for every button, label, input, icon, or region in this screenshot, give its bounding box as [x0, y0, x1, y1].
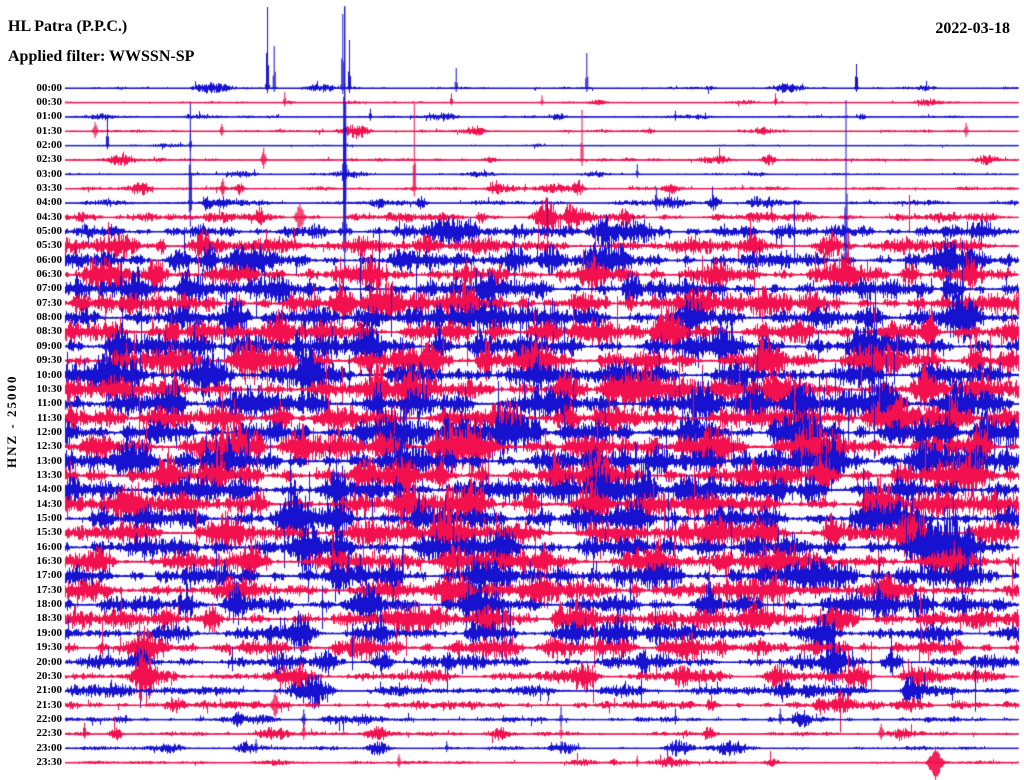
time-label: 13:30 [36, 468, 62, 481]
time-label: 17:30 [36, 583, 62, 596]
time-label: 19:00 [36, 626, 62, 639]
date-label: 2022-03-18 [935, 20, 1010, 37]
time-label: 15:30 [36, 526, 62, 539]
time-label: 23:30 [36, 755, 62, 768]
time-label: 10:00 [36, 368, 62, 381]
time-label: 21:30 [36, 698, 62, 711]
time-label: 04:30 [36, 210, 62, 223]
time-label: 10:30 [36, 382, 62, 395]
time-label: 08:30 [36, 325, 62, 338]
time-label: 04:00 [36, 196, 62, 209]
time-label: 05:00 [36, 225, 62, 237]
station-title: HL Patra (P.P.C.) [8, 18, 128, 35]
time-label: 02:30 [36, 153, 62, 166]
time-label: 12:30 [36, 440, 62, 453]
time-label: 22:30 [36, 727, 62, 740]
time-label: 17:00 [36, 569, 62, 582]
time-label: 05:30 [36, 239, 62, 252]
time-label: 13:00 [36, 454, 62, 467]
time-label: 11:30 [36, 411, 62, 424]
time-label: 07:00 [36, 282, 62, 295]
time-label: 01:30 [36, 124, 62, 137]
time-label: 02:00 [36, 138, 62, 151]
time-label: 23:00 [36, 741, 62, 754]
time-label: 15:00 [36, 512, 62, 524]
time-label: 00:30 [36, 95, 62, 108]
time-label: 19:30 [36, 641, 62, 654]
time-label: 14:00 [36, 483, 62, 496]
time-label: 03:00 [36, 167, 62, 180]
filter-label: Applied filter: WWSSN-SP [8, 48, 195, 65]
time-label: 03:30 [36, 181, 62, 194]
time-label: 09:30 [36, 354, 62, 367]
time-label: 16:00 [36, 540, 62, 553]
time-label: 20:30 [36, 669, 62, 682]
time-label: 06:00 [36, 253, 62, 266]
time-label: 20:00 [36, 655, 62, 668]
time-label: 06:30 [36, 268, 62, 281]
time-label: 12:00 [36, 425, 62, 438]
time-label: 07:30 [36, 296, 62, 309]
time-label: 11:00 [36, 397, 62, 410]
time-label: 22:00 [36, 712, 62, 725]
time-label: 00:00 [36, 81, 62, 94]
time-label: 16:30 [36, 555, 62, 568]
time-label: 18:00 [36, 598, 62, 611]
time-label: 14:30 [36, 497, 62, 510]
time-label: 01:00 [36, 110, 62, 123]
time-label: 08:00 [36, 311, 62, 324]
time-label: 21:00 [36, 684, 62, 697]
time-label: 18:30 [36, 612, 62, 625]
time-label: 09:00 [36, 339, 62, 352]
